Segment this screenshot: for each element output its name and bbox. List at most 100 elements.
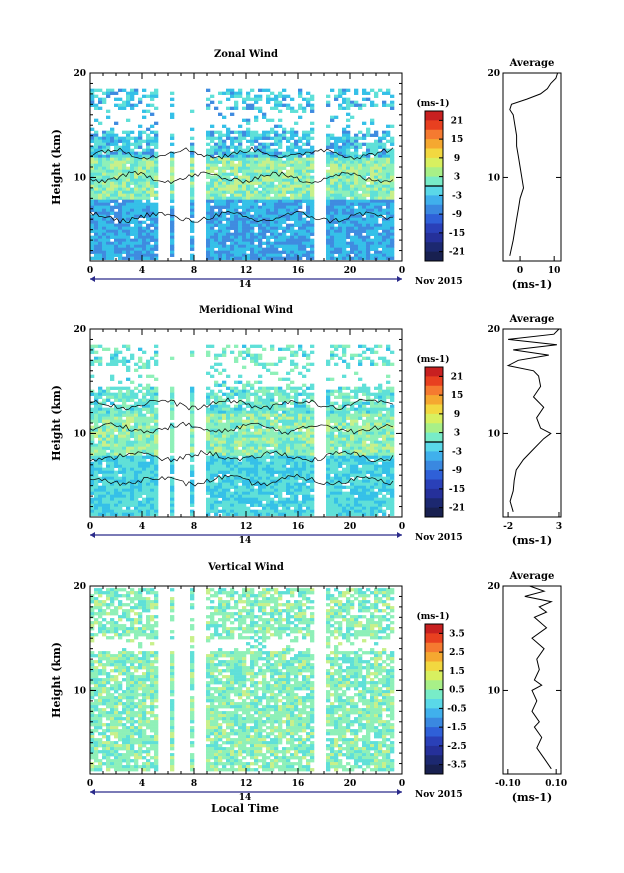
colorbar-swatch (425, 242, 443, 253)
colorbar-tick-label: -3 (452, 447, 462, 457)
x-tick-label: 20 (344, 522, 357, 532)
colorbar-swatch (425, 232, 443, 243)
y-axis-label: Height (km) (50, 385, 63, 461)
x-tick-label: 0 (399, 266, 405, 276)
profile-frame (502, 328, 562, 518)
colorbar-tick-label: 1.5 (449, 667, 465, 677)
colorbar-swatch (425, 176, 443, 187)
colorbar-swatch (425, 385, 443, 396)
colorbar: 21 15 9 3 -3 -9 -15 -21 (424, 110, 465, 262)
colorbar-swatch (425, 470, 443, 480)
x-tick-label: 12 (240, 522, 253, 532)
colorbar-swatch (425, 507, 443, 518)
x-tick-label: 4 (139, 779, 145, 789)
x-tick-label: 4 (139, 266, 145, 276)
colorbar-swatch (425, 717, 443, 728)
contour-line (89, 397, 394, 411)
colorbar-swatch (425, 367, 443, 377)
profile-y-tick-label: 20 (487, 582, 500, 592)
profile-line (509, 72, 559, 256)
colorbar-swatch (425, 186, 443, 196)
heatmap-cells (90, 588, 395, 772)
heatmap-cells (90, 88, 395, 260)
y-axis-label: Height (km) (50, 129, 63, 205)
colorbar-swatch (425, 376, 443, 387)
profile-y-tick-label: 10 (487, 686, 500, 696)
colorbar-tick-label: 3.5 (449, 629, 465, 639)
zero-contour (89, 397, 394, 487)
colorbar-tick-label: -3 (452, 191, 462, 201)
panel-1: Zonal Wind 0 4 8 12 16 20 0 20 10 Height (km) 14 Nov… (50, 49, 562, 291)
colorbar-swatch (425, 689, 443, 700)
profile-x-label: (ms-1) (512, 278, 552, 291)
colorbar-swatch (425, 736, 443, 747)
colorbar-swatch (425, 451, 443, 462)
colorbar-swatch (425, 148, 443, 159)
date-suffix: Nov 2015 (415, 790, 463, 800)
colorbar-swatch (425, 167, 443, 178)
colorbar-tick-label: -15 (449, 229, 465, 239)
profile-panel: Average 20 10 0 10 (ms-1) (487, 58, 562, 291)
colorbar-tick-label: 0.5 (449, 686, 465, 696)
x-tick-label: 8 (191, 779, 197, 789)
profile-line (506, 328, 560, 512)
profile-title: Average (509, 58, 555, 69)
profile-frame (502, 72, 562, 262)
colorbar-tick-label: 3 (454, 173, 460, 183)
colorbar-unit: (ms-1) (416, 611, 449, 622)
x-tick-label: 4 (139, 522, 145, 532)
panel-title: Vertical Wind (207, 562, 284, 573)
colorbar-swatch (425, 204, 443, 215)
profile-y-tick-label: 10 (487, 173, 500, 183)
colorbar-swatch (425, 442, 443, 452)
x-tick-label: 16 (292, 522, 305, 532)
profile-title: Average (509, 314, 555, 325)
colorbar-swatch (425, 111, 443, 121)
profile-line (524, 585, 553, 770)
profile-y-tick-label: 10 (487, 429, 500, 439)
x-tick-label: 0 (399, 522, 405, 532)
panel-title: Meridional Wind (199, 305, 293, 316)
profile-panel: Average 20 10 -0.10 0.10 (ms-1) (487, 571, 567, 804)
colorbar-tick-label: -2.5 (447, 742, 466, 752)
colorbar-swatch (425, 764, 443, 775)
colorbar-tick-label: -0.5 (447, 704, 466, 714)
date-bar-arrow-left (90, 532, 95, 538)
x-axis-label: Local Time (211, 802, 279, 815)
date-bar-arrow-left (90, 789, 95, 795)
colorbar-tick-label: -21 (449, 504, 465, 514)
y-tick-label: 10 (73, 686, 86, 696)
panel-3: Vertical Wind 0 4 8 12 16 20 0 20 10 Height (km) 14… (50, 562, 567, 815)
date-suffix: Nov 2015 (415, 533, 463, 543)
profile-x-label: (ms-1) (512, 791, 552, 804)
colorbar-swatch (425, 745, 443, 756)
contour-line (89, 210, 394, 224)
x-tick-label: 20 (344, 779, 357, 789)
x-tick-label: 20 (344, 266, 357, 276)
profile-x-tick-label: 10 (548, 266, 561, 276)
x-tick-label: 16 (292, 266, 305, 276)
colorbar-swatch (425, 670, 443, 681)
colorbar-tick-label: -21 (449, 248, 465, 258)
colorbar-swatch (425, 120, 443, 131)
colorbar-swatch (425, 680, 443, 691)
x-tick-label: 0 (87, 779, 93, 789)
date-label: 14 (239, 280, 252, 290)
zero-contour (89, 146, 394, 224)
date-bar-arrow-left (90, 276, 95, 282)
profile-x-tick-label: 0.10 (545, 779, 567, 789)
y-tick-label: 20 (73, 325, 86, 335)
colorbar-swatch (425, 129, 443, 140)
colorbar-tick-label: 3 (454, 429, 460, 439)
colorbar-frame (424, 623, 444, 775)
colorbar-swatch (425, 195, 443, 206)
contour-line (89, 421, 394, 435)
colorbar: 21 15 9 3 -3 -9 -15 -21 (424, 366, 465, 518)
x-tick-label: 0 (399, 779, 405, 789)
y-tick-label: 20 (73, 69, 86, 79)
colorbar-swatch (425, 432, 443, 443)
colorbar-tick-label: 2.5 (449, 648, 465, 658)
colorbar-swatch (425, 661, 443, 672)
colorbar-swatch (425, 479, 443, 490)
